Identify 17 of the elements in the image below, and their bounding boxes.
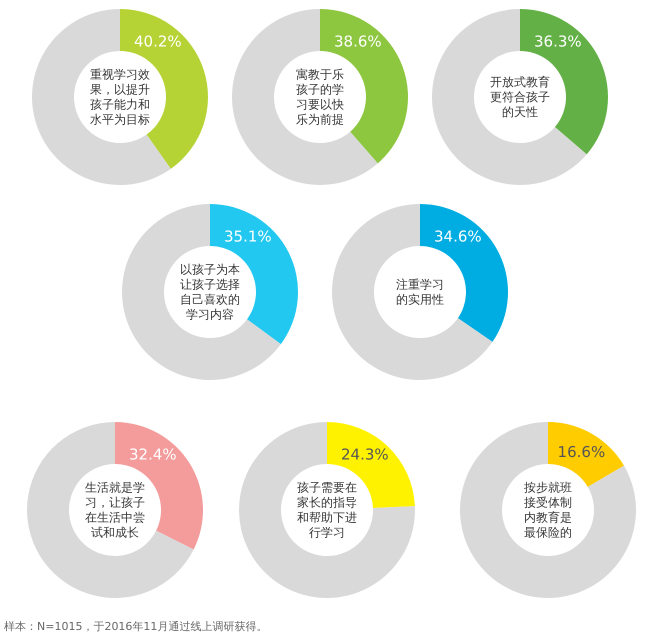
data-label: 35.1% [224, 228, 272, 246]
data-label: 32.4% [129, 446, 177, 464]
text: 开放式教育更符合孩子的天性 [490, 75, 550, 119]
data-label: 40.2% [134, 32, 182, 51]
data-label: 38.6% [334, 32, 382, 51]
text: 重视学习效果，以提升孩子能力和水平为目标 [90, 68, 150, 126]
data-label: 16.6% [558, 442, 606, 461]
text: 生活就是学习，让孩子在生活中尝试和成长 [85, 480, 145, 540]
text: 以孩子为本让孩子选择自己喜欢的学习内容 [180, 262, 240, 322]
text: 孩子需要在家长的指导和帮助下进行学习 [297, 480, 357, 540]
text: 注重学习的实用性 [396, 278, 444, 306]
data-label: 24.3% [341, 446, 389, 464]
text: 寓教于乐孩子的学习要以快乐为前提 [296, 68, 344, 126]
data-label: 34.6% [434, 228, 482, 246]
text: 样本：N=1015，于2016年11月通过线上调研获得。 [4, 620, 268, 633]
text: 按步就班接受体制内教育是最保险的 [524, 480, 572, 540]
data-label: 36.3% [534, 32, 582, 51]
